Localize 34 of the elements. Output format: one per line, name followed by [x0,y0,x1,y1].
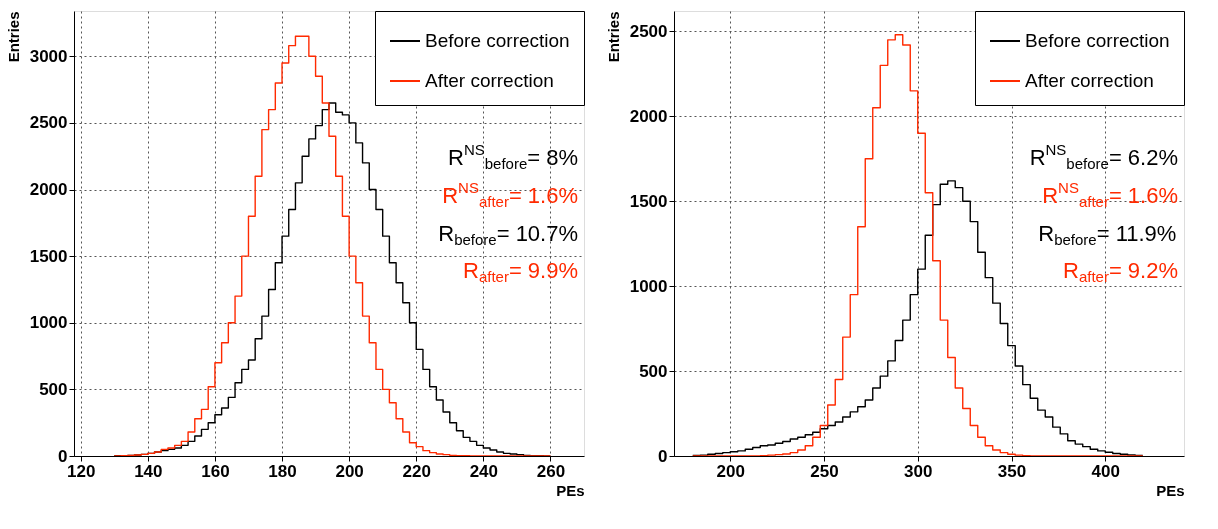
x-tick-label: 180 [268,461,297,481]
legend-label: After correction [1025,70,1154,91]
x-tick-label: 240 [469,461,499,481]
legend-label: Before correction [1025,30,1170,51]
y-axis-title: Entries [4,11,22,63]
x-tick-label: 200 [716,461,745,481]
x-tick-label: 120 [67,461,96,481]
x-tick-label: 400 [1091,461,1120,481]
y-tick-label: 1000 [29,313,68,333]
y-tick-label: 500 [39,379,68,399]
y-tick-label: 2000 [29,180,68,200]
x-tick-label: 200 [335,461,364,481]
x-tick-label: 260 [536,461,566,481]
y-tick-label: 2500 [29,113,68,133]
x-tick-label: 160 [201,461,230,481]
y-tick-label: 1500 [29,246,68,266]
y-tick-label: 0 [658,446,668,466]
x-tick-label: 300 [904,461,933,481]
y-tick-label: 2500 [629,21,668,41]
x-tick-label: 350 [997,461,1027,481]
x-axis-title: PEs [556,481,585,499]
y-tick-label: 2000 [629,106,668,126]
x-tick-label: 140 [134,461,163,481]
x-axis-title: PEs [1156,481,1185,499]
y-axis-title: Entries [604,11,622,63]
y-tick-label: 3000 [29,46,68,66]
y-tick-label: 0 [58,446,68,466]
x-tick-label: 250 [810,461,839,481]
legend-label: After correction [425,70,554,91]
x-tick-label: 220 [402,461,431,481]
y-tick-label: 1000 [629,276,668,296]
y-tick-label: 500 [639,361,668,381]
y-tick-label: 1500 [629,191,668,211]
legend-label: Before correction [425,30,570,51]
